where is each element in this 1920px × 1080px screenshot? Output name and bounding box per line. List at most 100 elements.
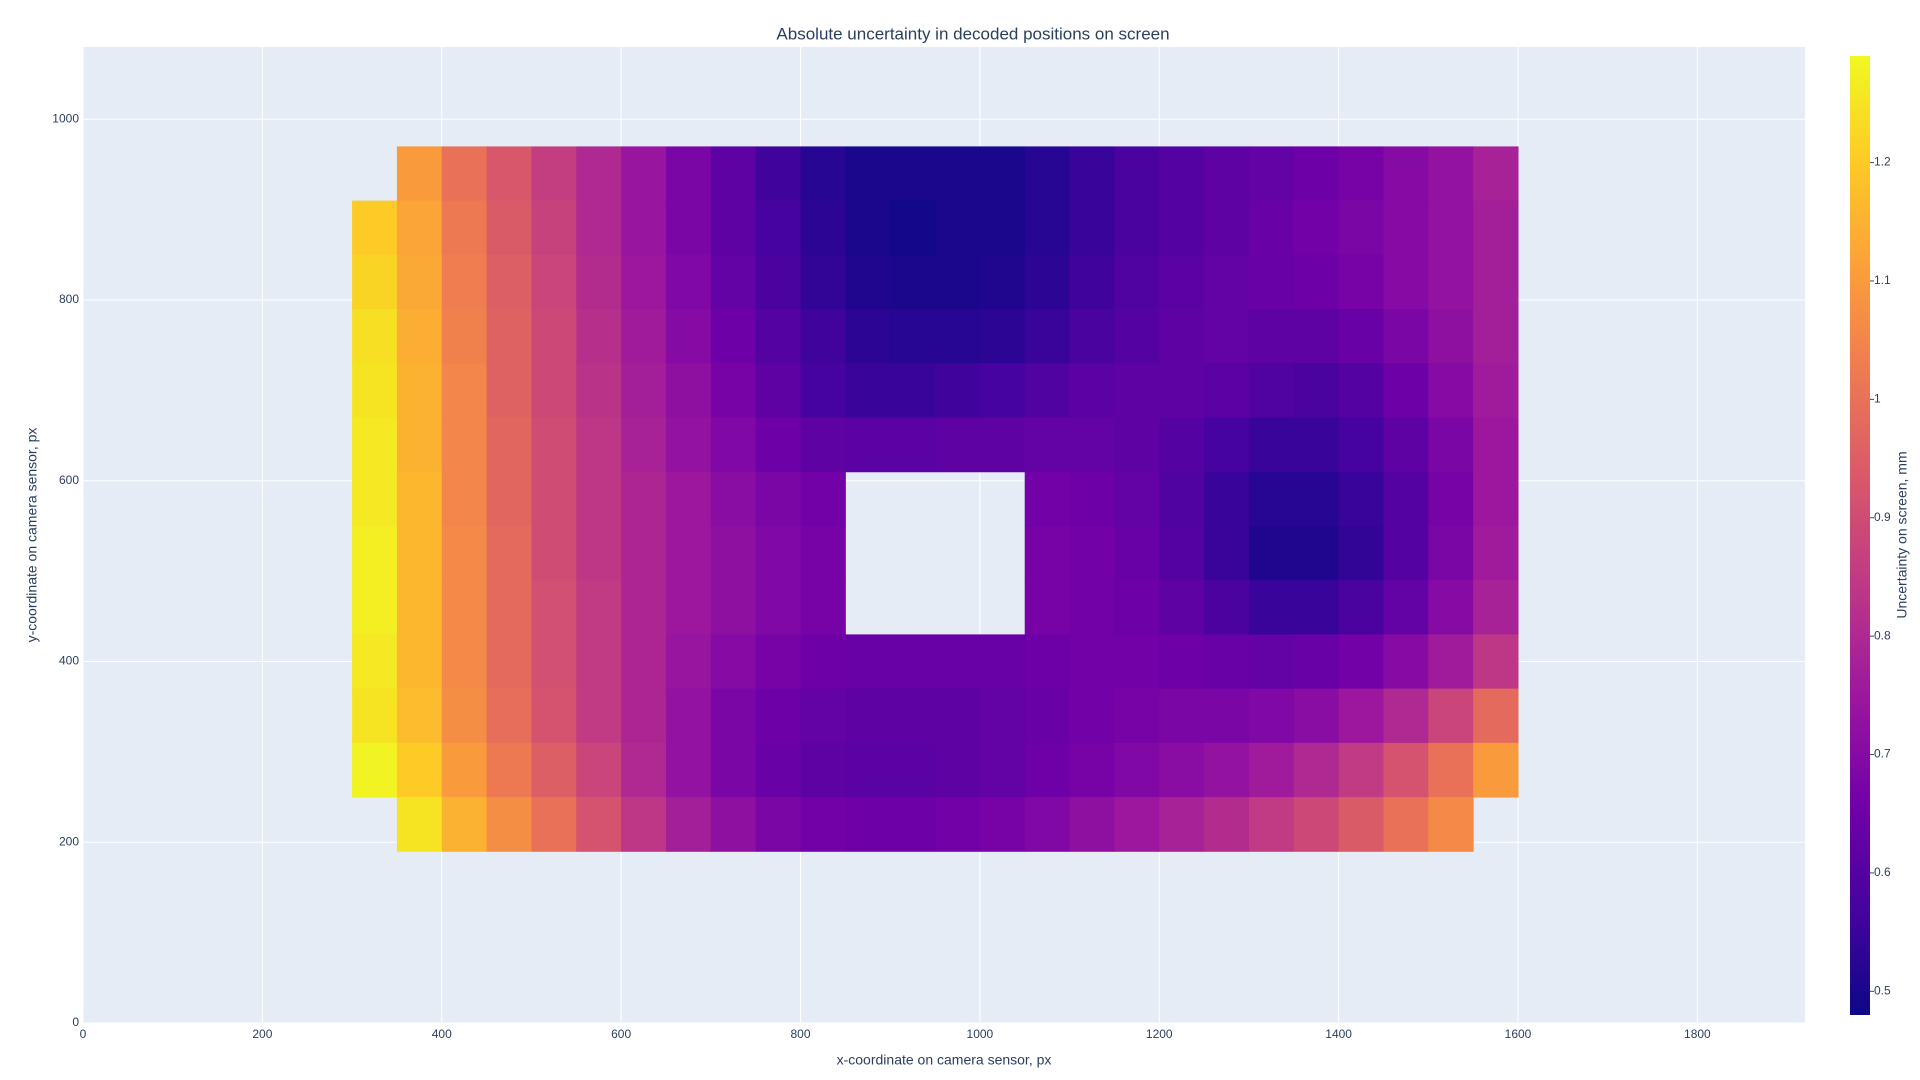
heatmap-cell — [396, 146, 443, 202]
heatmap-cell — [710, 742, 757, 798]
heatmap-cell — [1473, 417, 1519, 473]
heatmap-cell — [1159, 580, 1205, 635]
heatmap-cell — [1248, 146, 1295, 202]
heatmap-cell — [979, 742, 1026, 798]
heatmap-cell — [1338, 363, 1384, 419]
heatmap-cell — [621, 742, 667, 798]
heatmap-cell — [1114, 688, 1160, 744]
heatmap-cell — [665, 525, 712, 581]
x-tick-label: 1800 — [1684, 1027, 1711, 1041]
heatmap-cell — [1069, 525, 1115, 581]
heatmap-cell — [710, 471, 757, 527]
heatmap-cell — [1338, 146, 1384, 202]
heatmap-cell — [621, 797, 667, 852]
heatmap-cell — [890, 309, 936, 364]
heatmap-cell — [979, 309, 1026, 364]
x-tick-label: 200 — [252, 1027, 272, 1041]
heatmap-cell — [1428, 417, 1474, 473]
heatmap-cell — [665, 688, 712, 744]
heatmap-cell — [890, 688, 936, 744]
heatmap-cell — [576, 363, 622, 419]
heatmap-cell — [935, 309, 981, 364]
heatmap-cell — [1428, 363, 1474, 419]
heatmap-cell — [352, 525, 398, 581]
heatmap-cell — [935, 363, 981, 419]
heatmap-cell — [890, 146, 936, 202]
heatmap-cell — [441, 797, 488, 852]
heatmap-cell — [352, 200, 398, 256]
heatmap-cell — [352, 417, 398, 473]
heatmap-cell — [1383, 525, 1429, 581]
heatmap-cell — [1069, 200, 1115, 256]
heatmap-cell — [396, 742, 443, 798]
heatmap-cell — [1204, 200, 1250, 256]
y-axis-title: y-coordinate on camera sensor, px — [24, 428, 40, 643]
heatmap-cell — [576, 471, 622, 527]
heatmap-cell — [755, 688, 801, 744]
heatmap-cell — [1248, 580, 1295, 635]
heatmap-cell — [665, 797, 712, 852]
heatmap-cell — [576, 525, 622, 581]
heatmap-cell — [1428, 471, 1474, 527]
heatmap-cell — [441, 634, 488, 690]
heatmap-cell — [1428, 688, 1474, 744]
heatmap-cell — [621, 200, 667, 256]
heatmap-cell — [1204, 309, 1250, 364]
heatmap-cell — [755, 309, 801, 364]
heatmap-cell — [1024, 254, 1071, 310]
heatmap-cell — [979, 363, 1026, 419]
colorbar-tick-label: 1.2 — [1874, 155, 1891, 169]
heatmap-cell — [531, 797, 577, 852]
heatmap-cell — [800, 797, 846, 852]
y-tick-label: 800 — [59, 292, 79, 306]
heatmap-cell — [935, 742, 981, 798]
heatmap-cell — [1293, 200, 1340, 256]
heatmap-cell — [621, 688, 667, 744]
heatmap-cell — [1248, 417, 1295, 473]
heatmap-cell — [576, 254, 622, 310]
heatmap-cell — [1428, 254, 1474, 310]
heatmap-cell — [1428, 309, 1474, 364]
heatmap-cell — [1293, 525, 1340, 581]
heatmap-cell — [979, 688, 1026, 744]
heatmap-cell — [755, 525, 801, 581]
heatmap-cell — [800, 417, 846, 473]
heatmap-cell — [486, 417, 532, 473]
heatmap-cell — [486, 634, 532, 690]
heatmap-cell — [845, 417, 891, 473]
heatmap-cell — [1248, 200, 1295, 256]
heatmap-cell — [1383, 580, 1429, 635]
colorbar — [1850, 56, 1870, 1015]
heatmap-cell — [1338, 634, 1384, 690]
heatmap-cell — [1338, 797, 1384, 852]
heatmap-cell — [890, 417, 936, 473]
heatmap-cell — [1338, 200, 1384, 256]
heatmap-cell — [845, 200, 891, 256]
heatmap-cell — [1159, 417, 1205, 473]
heatmap-cell — [665, 742, 712, 798]
heatmap-cell — [979, 146, 1026, 202]
heatmap-cell — [1293, 742, 1340, 798]
heatmap-cell — [531, 309, 577, 364]
y-tick-label: 600 — [59, 473, 79, 487]
heatmap-cell — [531, 146, 577, 202]
heatmap-cell — [396, 200, 443, 256]
heatmap-cell — [1024, 417, 1071, 473]
heatmap-cell — [531, 471, 577, 527]
heatmap-cell — [1159, 797, 1205, 852]
heatmap-cell — [1428, 146, 1474, 202]
heatmap-cell — [441, 688, 488, 744]
heatmap-cell — [890, 200, 936, 256]
heatmap-cell — [1293, 254, 1340, 310]
heatmap-cell — [486, 471, 532, 527]
heatmap-cell — [1069, 797, 1115, 852]
heatmap-cell — [352, 580, 398, 635]
heatmap-cell — [979, 634, 1026, 690]
heatmap-cell — [1293, 580, 1340, 635]
heatmap-cell — [486, 146, 532, 202]
heatmap-cell — [755, 417, 801, 473]
heatmap-cell — [1114, 742, 1160, 798]
heatmap-cell — [1159, 146, 1205, 202]
